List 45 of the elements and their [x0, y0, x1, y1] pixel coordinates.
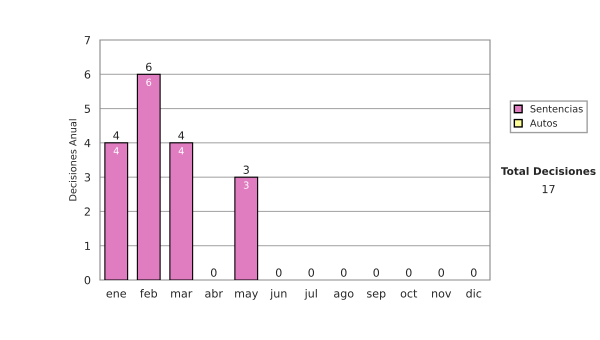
x-tick-label: ago — [334, 291, 354, 300]
bar — [234, 176, 258, 280]
total-label: 0 — [308, 268, 314, 277]
data-label: 4 — [114, 147, 119, 154]
y-tick-label: 0 — [84, 276, 90, 284]
total-label: 4 — [113, 131, 120, 140]
total-label: 3 — [244, 166, 249, 174]
total-label: 0 — [373, 268, 380, 277]
total-label: 0 — [210, 268, 217, 277]
x-tick-label: jun — [270, 289, 286, 300]
total-label: 0 — [340, 268, 347, 277]
y-tick-label: 2 — [84, 207, 90, 216]
x-tick-label: oct — [400, 290, 418, 298]
x-tick-label: sep — [367, 291, 386, 300]
legend-label: Sentencias — [530, 104, 583, 112]
y-tick-label: 3 — [84, 173, 90, 182]
total-label: 0 — [406, 268, 412, 277]
y-tick-label: 4 — [84, 138, 90, 148]
x-tick-label: dic — [466, 289, 482, 298]
data-label: 6 — [146, 78, 152, 86]
bar — [104, 142, 128, 280]
x-tick-label: jul — [304, 289, 317, 300]
x-tick-label: may — [235, 291, 258, 300]
data-label: 3 — [244, 181, 249, 189]
bar — [136, 74, 161, 280]
x-tick-label: abr — [205, 289, 223, 298]
x-tick-label: nov — [432, 291, 452, 298]
y-tick-label: 5 — [84, 104, 90, 113]
total-label: 6 — [146, 62, 152, 72]
y-axis-title: Decisiones Anual — [68, 119, 76, 201]
total-label: 0 — [438, 268, 444, 277]
legend-label: Autos — [530, 120, 558, 127]
total-label: 4 — [178, 131, 184, 140]
y-tick-label: 7 — [84, 36, 90, 44]
y-tick-label: 1 — [85, 242, 90, 250]
total-label: 0 — [276, 268, 282, 277]
y-tick-label: 6 — [84, 70, 90, 79]
text: 17 — [542, 184, 555, 194]
data-label: 4 — [178, 147, 184, 154]
x-tick-label: mar — [171, 291, 192, 298]
x-tick-label: ene — [106, 291, 126, 298]
bar — [169, 142, 194, 280]
text: Total Decisiones — [500, 166, 596, 176]
total-label: 0 — [470, 268, 477, 277]
x-tick-label: feb — [140, 289, 158, 298]
